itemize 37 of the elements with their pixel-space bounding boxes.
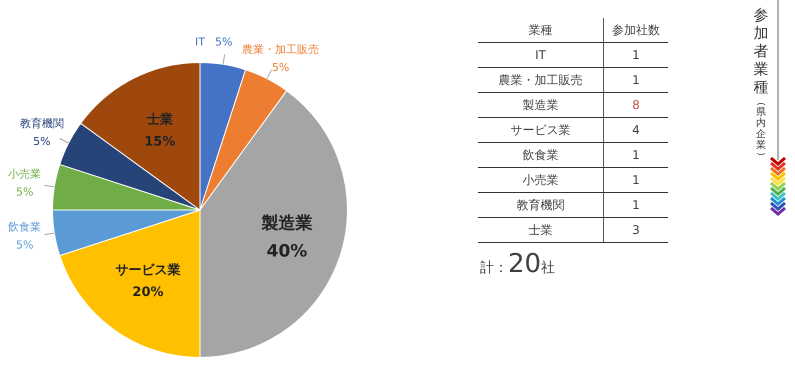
slice-label: 農業・加工販売 — [242, 42, 320, 56]
text: （県内企業） — [754, 96, 768, 164]
data-label: 5% — [215, 35, 232, 48]
data-label: 1 — [604, 192, 668, 218]
text: 業種 — [478, 18, 604, 42]
data-label: 1 — [604, 168, 668, 192]
text: 計：20社 — [480, 249, 556, 279]
data-label: 1 — [604, 142, 668, 168]
slice-label: 小売業 — [8, 167, 42, 180]
data-label: 1 — [604, 68, 668, 92]
data-label: 3 — [604, 218, 668, 242]
text: 参加社数 — [604, 18, 668, 42]
category-label: 士業 — [478, 218, 604, 242]
slice-label: 飲食業 — [8, 220, 42, 234]
category-label: 製造業 — [478, 92, 604, 118]
category-label: 農業・加工販売 — [478, 68, 604, 92]
category-label: 飲食業 — [478, 142, 604, 168]
category-label: IT — [478, 42, 604, 68]
data-label: 1 — [604, 42, 668, 68]
slice-label: IT — [195, 35, 206, 48]
category-label: サービス業 — [478, 118, 604, 142]
slice-label: 製造業 — [260, 214, 312, 234]
data-label: 5% — [272, 60, 290, 74]
category-label: 教育機関 — [478, 192, 604, 218]
slice-label: サービス業 — [115, 262, 180, 278]
data-label: 20% — [132, 284, 164, 300]
data-label: 40% — [266, 242, 308, 262]
data-label: 8 — [604, 92, 668, 118]
slice-label: 士業 — [146, 112, 173, 128]
category-label: 小売業 — [478, 168, 604, 192]
data-label: 4 — [604, 118, 668, 142]
slice-label: 教育機関 — [20, 116, 64, 130]
data-label: 5% — [33, 134, 51, 148]
data-label: 5% — [16, 185, 34, 198]
data-label: 5% — [16, 238, 34, 252]
text: 参加者業種 — [752, 6, 770, 96]
data-label: 15% — [144, 134, 176, 150]
